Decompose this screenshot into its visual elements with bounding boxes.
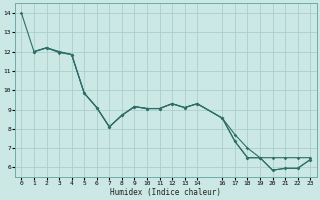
X-axis label: Humidex (Indice chaleur): Humidex (Indice chaleur) <box>110 188 221 197</box>
